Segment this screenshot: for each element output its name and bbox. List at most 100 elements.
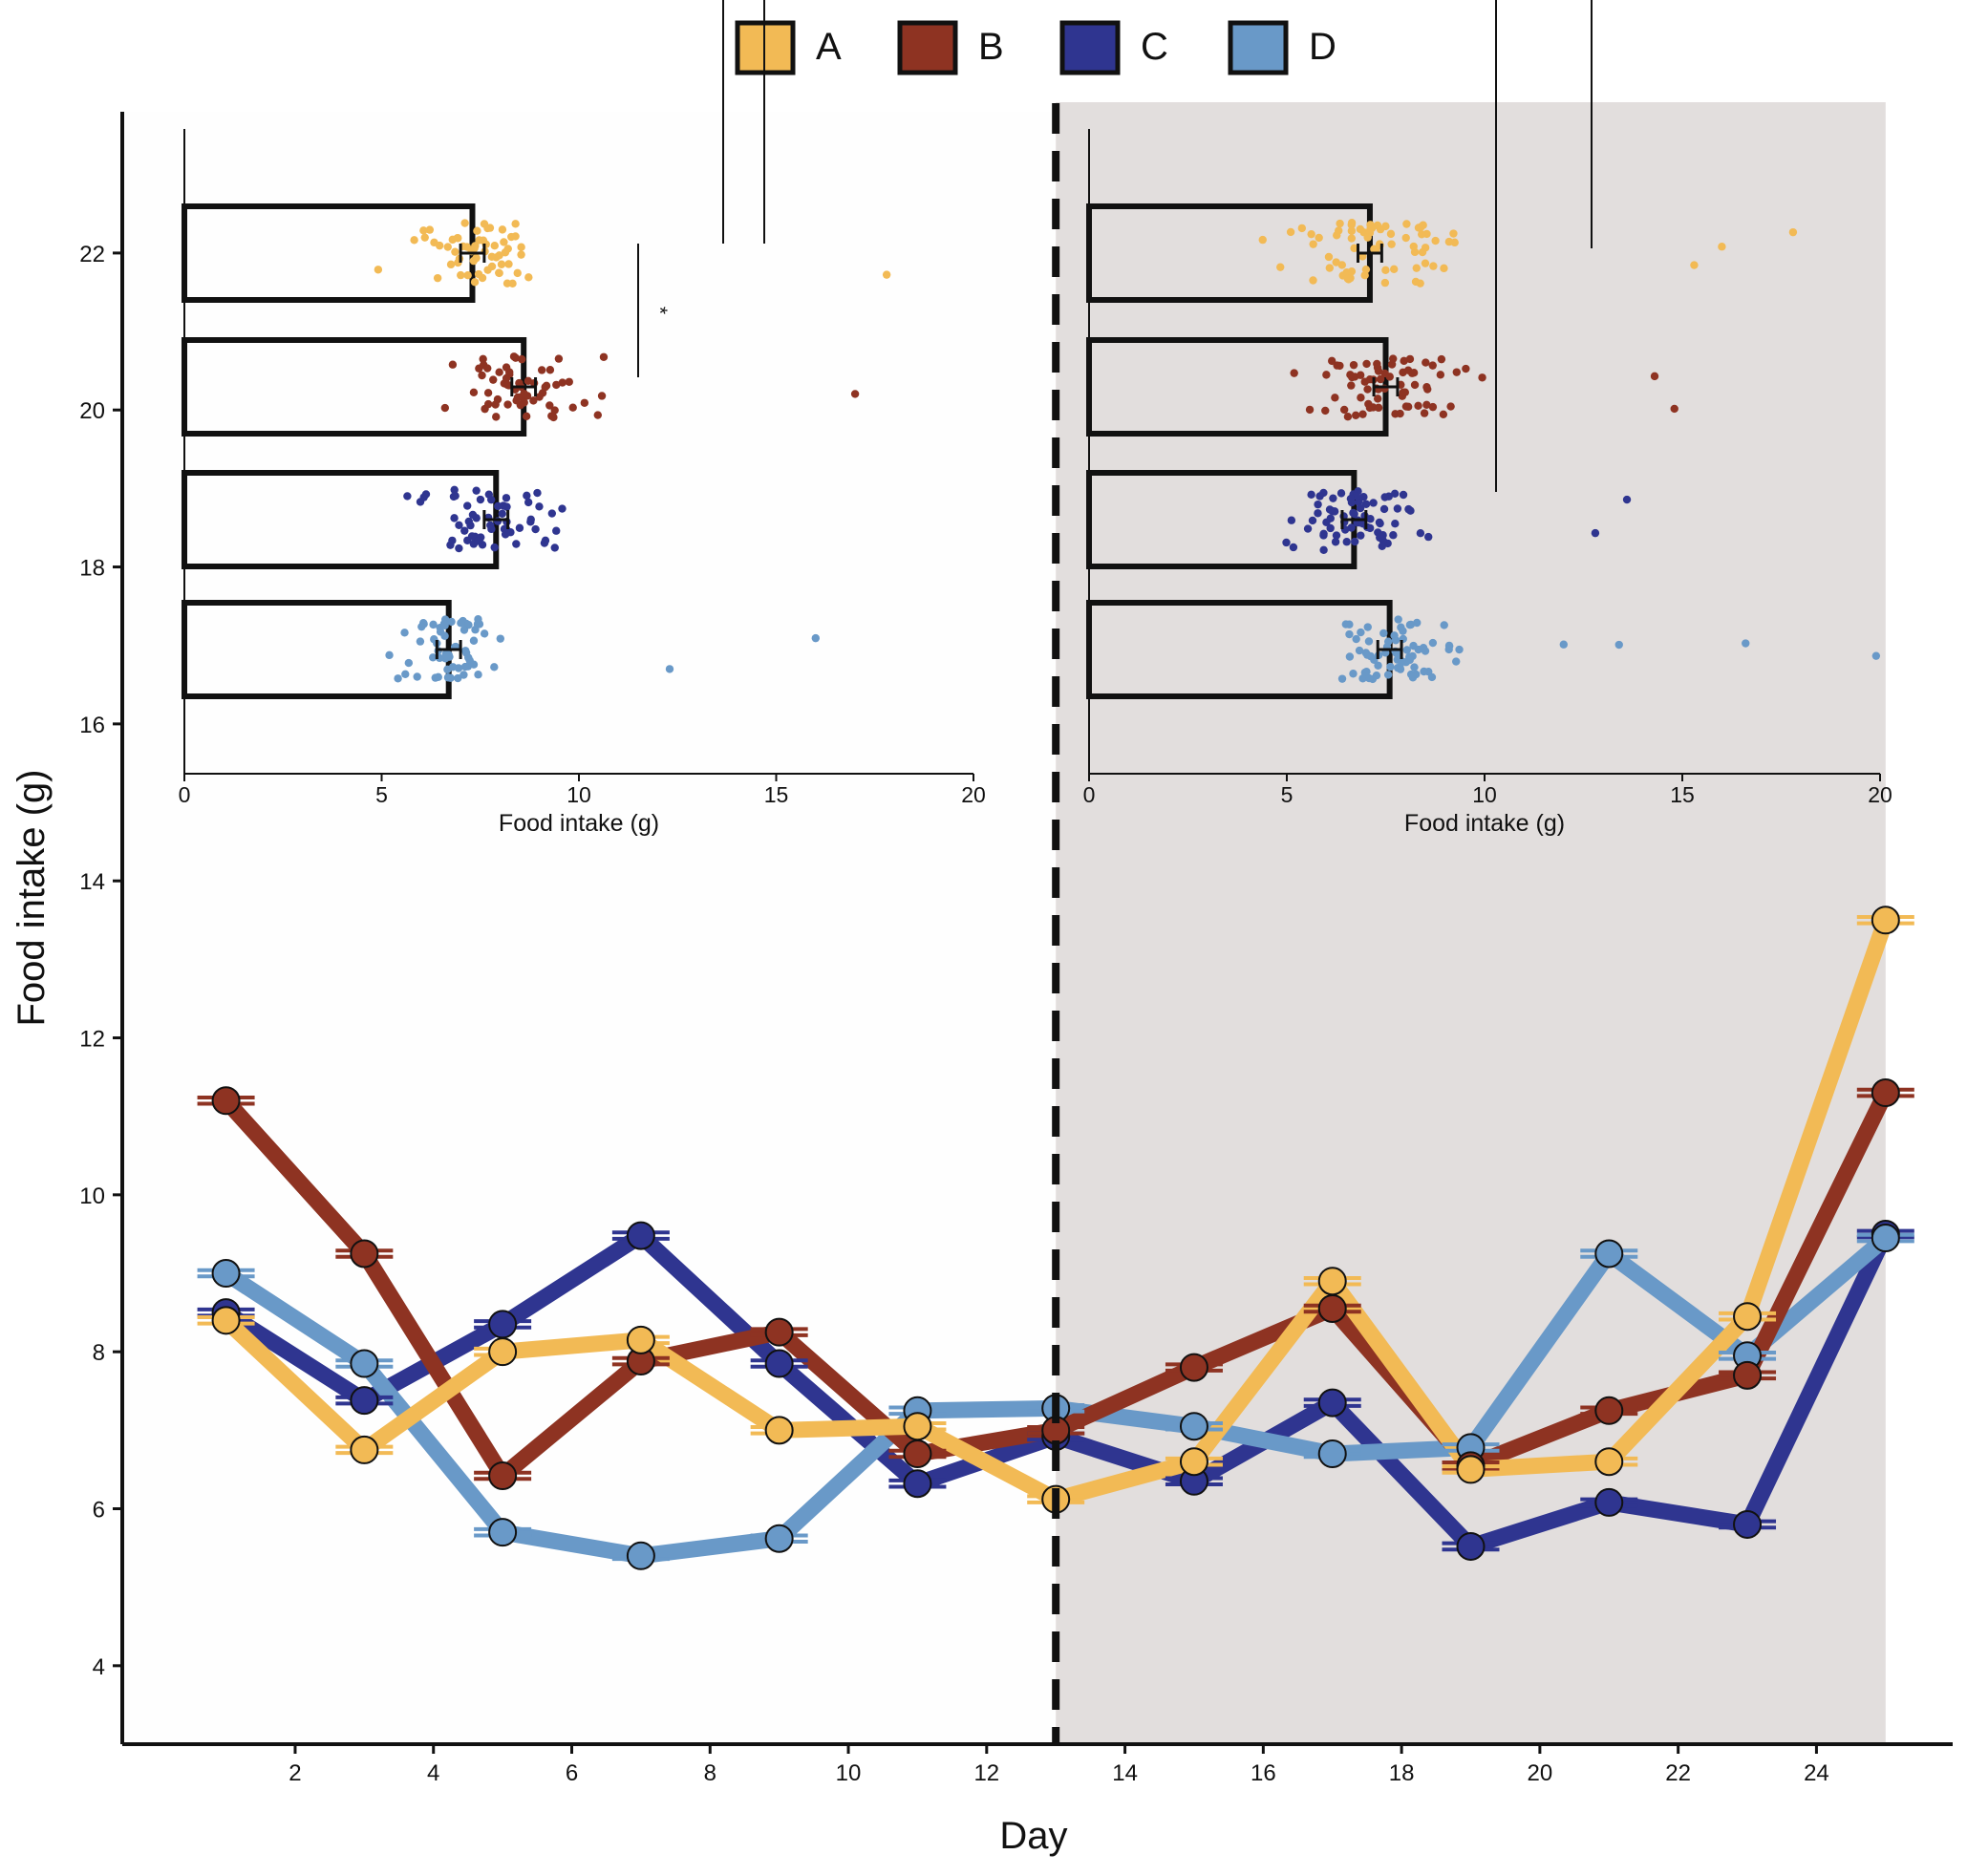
inset-point-a: [517, 243, 525, 251]
inset-point-d: [1420, 667, 1428, 676]
inset-point-a: [1347, 266, 1357, 276]
inset-point-d: [1364, 637, 1374, 646]
data-point-c: [350, 1386, 379, 1416]
inset-point-c: [1399, 490, 1408, 500]
inset-point-b: [597, 392, 607, 400]
inset-point-b: [552, 380, 561, 390]
inset-point-c: [403, 492, 412, 501]
inset-point-a: [490, 241, 499, 250]
inset-point-d: [490, 663, 499, 672]
inset-point-a: [1429, 262, 1438, 270]
inset-point-a: [497, 260, 506, 268]
x-tick-label: 22: [1665, 1760, 1691, 1786]
inset-point-d: [469, 660, 479, 669]
inset-point-d: [429, 620, 438, 629]
y-tick-label: 8: [93, 1340, 105, 1366]
inset-point-c: [1346, 494, 1356, 503]
inset-point-b: [1357, 394, 1365, 402]
inset-point-d: [1355, 646, 1364, 655]
inset-point-a: [1389, 265, 1399, 273]
inset-point-c: [466, 521, 475, 530]
data-point-a: [488, 1337, 518, 1367]
y-tick-label: 6: [93, 1498, 105, 1524]
data-point-a: [1871, 906, 1900, 935]
inset-point-b: [1439, 410, 1448, 419]
inset-point-d: [1409, 641, 1418, 650]
inset-point-d: [1614, 640, 1623, 650]
inset-point-a: [1309, 240, 1317, 248]
inset-point-a: [1343, 274, 1353, 283]
inset-point-d: [454, 664, 463, 672]
inset-point-c: [449, 492, 459, 501]
inset-point-a: [451, 247, 460, 256]
inset-point-d: [469, 636, 479, 645]
inset-point-b: [517, 354, 526, 364]
legend-label-d: D: [1309, 26, 1336, 68]
inset-point-b: [1305, 405, 1315, 415]
data-point-c: [903, 1469, 932, 1499]
inset-point-d: [1363, 623, 1372, 631]
inset-point-d: [1413, 618, 1422, 628]
inset-x-tick-label: 5: [1281, 782, 1294, 807]
inset-point-c: [1369, 499, 1378, 507]
data-point-b: [1179, 1353, 1208, 1382]
inset-point-d: [1455, 645, 1464, 654]
inset-point-d: [443, 673, 453, 682]
inset-x-tick-label: 15: [764, 782, 789, 807]
inset-point-d: [665, 665, 674, 673]
inset-point-a: [1370, 245, 1379, 253]
inset-point-b: [1290, 369, 1298, 377]
data-point-c: [1456, 1531, 1486, 1561]
inset-point-a: [480, 220, 489, 228]
inset-point-c: [1282, 538, 1291, 547]
inset-point-d: [811, 633, 820, 643]
inset-point-d: [1357, 628, 1365, 637]
inset-point-d: [496, 634, 504, 643]
inset-point-c: [474, 537, 482, 545]
inset-point-c: [533, 488, 542, 498]
inset-x-tick-label: 0: [179, 782, 191, 807]
data-point-c: [764, 1349, 794, 1378]
inset-point-a: [1325, 264, 1335, 272]
x-tick-label: 24: [1804, 1760, 1829, 1786]
inset-x-axis-title: Food intake (g): [1404, 810, 1565, 837]
inset-point-d: [413, 672, 421, 681]
inset-point-d: [1871, 651, 1881, 660]
inset-point-d: [1742, 639, 1750, 648]
inset-point-c: [494, 501, 502, 511]
inset-point-b: [565, 377, 573, 386]
inset-point-b: [1374, 403, 1383, 413]
data-point-b: [1594, 1396, 1624, 1425]
inset-point-a: [1347, 234, 1357, 243]
inset-point-b: [550, 406, 559, 415]
inset-point-b: [1365, 375, 1375, 384]
inset-point-c: [1347, 523, 1356, 532]
inset-point-b: [1321, 406, 1330, 416]
inset-point-d: [480, 629, 489, 638]
inset-point-a: [882, 270, 891, 279]
inset-point-c: [1376, 519, 1384, 528]
inset-point-b: [1346, 371, 1355, 379]
inset-point-b: [1365, 403, 1375, 413]
inset-point-a: [457, 270, 465, 280]
inset-point-b: [1385, 373, 1394, 381]
inset-point-d: [474, 671, 482, 679]
inset-point-d: [1345, 629, 1354, 639]
inset-point-a: [511, 220, 520, 228]
inset-point-b: [545, 401, 554, 410]
inset-point-a: [1421, 259, 1430, 267]
inset-point-b: [511, 353, 520, 362]
data-point-c: [1733, 1509, 1763, 1539]
inset-point-b: [549, 413, 558, 422]
y-axis-title: Food intake (g): [11, 769, 53, 1026]
inset-point-c: [486, 521, 495, 530]
inset-point-d: [416, 637, 425, 646]
inset-point-a: [1258, 235, 1267, 245]
inset-point-b: [580, 398, 589, 407]
inset-point-b: [1349, 360, 1358, 370]
data-point-d: [1871, 1224, 1900, 1253]
legend-label-c: C: [1141, 26, 1168, 68]
inset-point-b: [440, 403, 450, 413]
data-point-c: [488, 1310, 518, 1339]
data-point-a: [1733, 1302, 1763, 1332]
